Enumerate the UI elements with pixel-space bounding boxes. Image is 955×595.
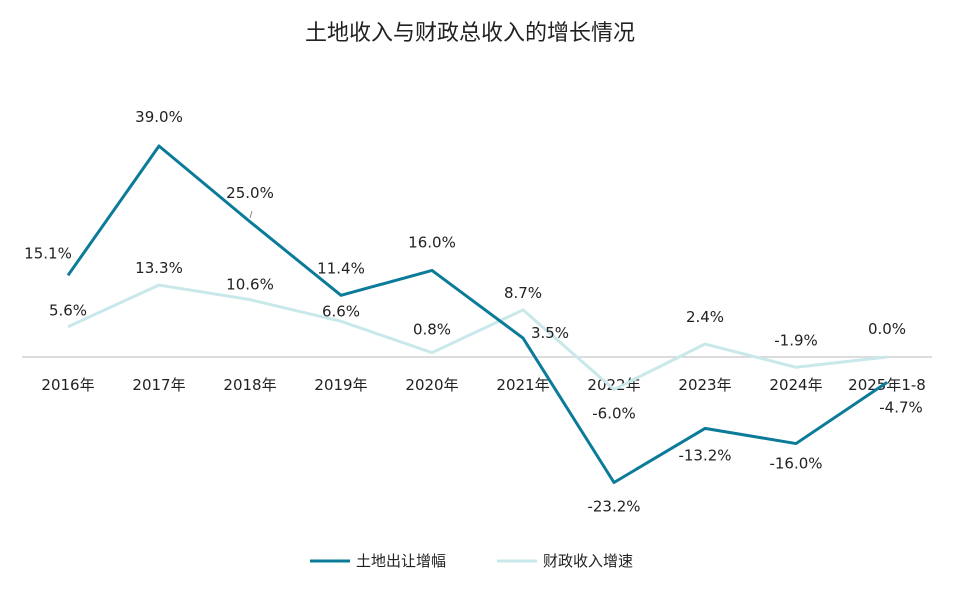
x-tick-label: 2016年: [41, 376, 94, 394]
x-tick-label: 2025年1-8: [848, 376, 926, 394]
label-leader-line: [249, 210, 253, 219]
data-label-fiscal: 8.7%: [504, 284, 542, 302]
data-label-fiscal: 5.6%: [49, 302, 87, 320]
data-label-fiscal: 6.6%: [322, 302, 360, 320]
x-tick-label: 2022年: [587, 376, 640, 394]
data-label-land: -13.2%: [678, 446, 731, 464]
legend: 土地出让增幅 财政收入增速: [310, 552, 633, 570]
x-tick-label: 2020年: [405, 376, 458, 394]
legend-label-land: 土地出让增幅: [356, 552, 446, 570]
data-label-fiscal: -6.0%: [592, 404, 636, 422]
x-tick-label: 2019年: [314, 376, 367, 394]
data-label-fiscal: 2.4%: [686, 308, 724, 326]
data-label-land: 25.0%: [226, 184, 274, 202]
data-label-land: 3.5%: [531, 324, 569, 342]
data-label-fiscal: 13.3%: [135, 259, 183, 277]
data-label-land: 15.1%: [24, 244, 72, 262]
data-label-fiscal: 10.6%: [226, 276, 274, 294]
x-tick-label: 2021年: [496, 376, 549, 394]
data-label-land: -23.2%: [587, 498, 640, 516]
data-label-land: -16.0%: [769, 455, 822, 473]
data-label-fiscal: -1.9%: [774, 331, 818, 349]
data-label-land: -4.7%: [879, 398, 923, 416]
x-tick-label: 2023年: [678, 376, 731, 394]
data-label-land: 16.0%: [408, 233, 456, 251]
chart-title: 土地收入与财政总收入的增长情况: [305, 21, 635, 46]
x-tick-label: 2017年: [132, 376, 185, 394]
x-tick-label: 2018年: [223, 376, 276, 394]
data-label-land: 39.0%: [135, 108, 183, 126]
legend-label-fiscal: 财政收入增速: [543, 552, 633, 570]
data-label-fiscal: 0.0%: [868, 320, 906, 338]
series-line-land: [66, 144, 888, 485]
data-label-fiscal: 0.8%: [413, 321, 451, 339]
data-label-land: 11.4%: [317, 259, 365, 277]
series-line-fiscal: [67, 283, 888, 391]
x-tick-label: 2024年: [769, 376, 822, 394]
